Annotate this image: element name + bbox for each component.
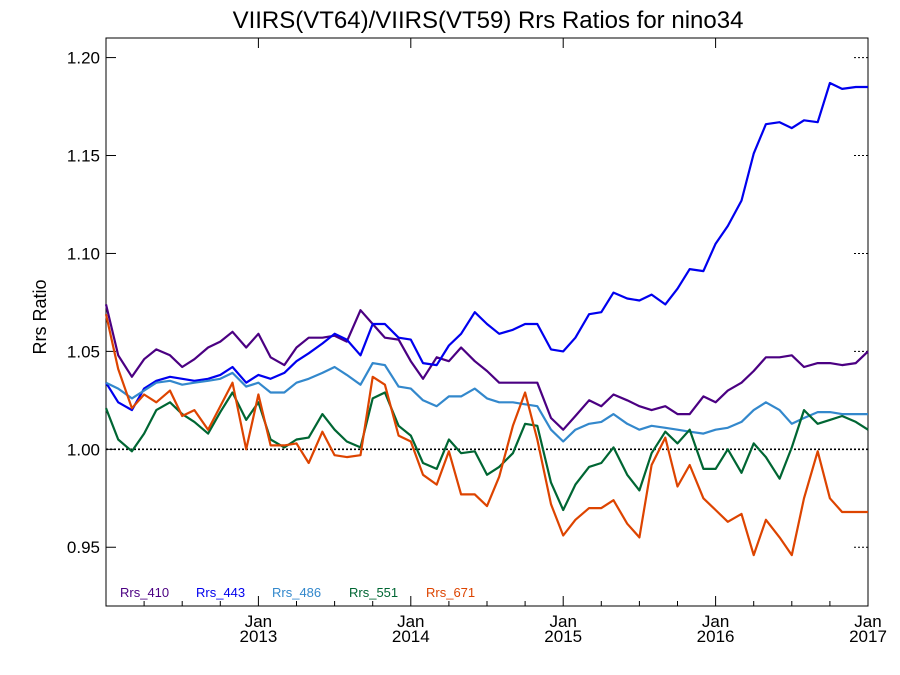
x-tick-label-month: Jan <box>245 612 272 631</box>
y-axis-ticks: 0.95 1.00 1.05 1.10 1.15 1.20 <box>67 49 868 557</box>
x-tick-label-year: 2015 <box>544 627 582 646</box>
y-tick-label: 1.15 <box>67 147 100 166</box>
legend-entry-rrs-443: Rrs_443 <box>196 585 245 600</box>
series-line-rrs-443 <box>105 81 868 412</box>
y-tick-label: 1.10 <box>67 244 100 263</box>
series-line-rrs-410 <box>104 304 869 431</box>
series-layer <box>104 81 869 557</box>
x-tick-label-year: 2016 <box>697 627 735 646</box>
x-tick-label-month: Jan <box>397 612 424 631</box>
x-tick-label-month: Jan <box>702 612 729 631</box>
x-tick-label-month: Jan <box>854 612 881 631</box>
y-tick-label: 1.05 <box>67 342 100 361</box>
series-line-rrs-671 <box>104 313 868 557</box>
legend: Rrs_410 Rrs_443 Rrs_486 Rrs_551 Rrs_671 <box>120 585 475 600</box>
x-tick-label-month: Jan <box>549 612 576 631</box>
plot-frame <box>105 37 869 607</box>
y-tick-label: 1.00 <box>67 440 100 459</box>
series-line-rrs-551 <box>104 391 869 512</box>
y-tick-label: 1.20 <box>67 49 100 68</box>
legend-entry-rrs-551: Rrs_551 <box>349 585 398 600</box>
y-tick-label: 0.95 <box>67 538 100 557</box>
x-tick-label-year: 2013 <box>239 627 277 646</box>
series-line-rrs-486 <box>105 362 868 443</box>
x-tick-label-year: 2017 <box>849 627 887 646</box>
legend-entry-rrs-671: Rrs_671 <box>426 585 475 600</box>
legend-entry-rrs-410: Rrs_410 <box>120 585 169 600</box>
y-axis-label: Rrs Ratio <box>30 279 50 354</box>
chart-title: VIIRS(VT64)/VIIRS(VT59) Rrs Ratios for n… <box>233 7 744 34</box>
legend-entry-rrs-486: Rrs_486 <box>272 585 321 600</box>
x-tick-label-year: 2014 <box>392 627 430 646</box>
